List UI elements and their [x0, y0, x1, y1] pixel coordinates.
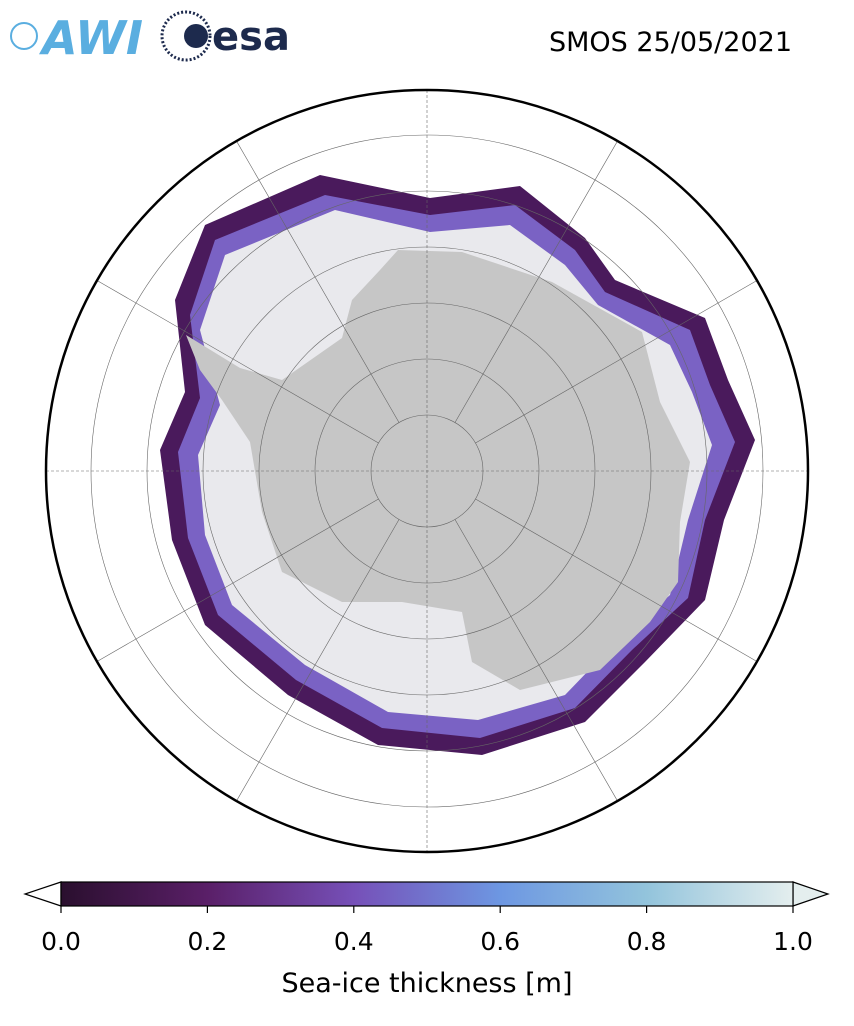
colorbar-tick-label: 0.0	[41, 927, 81, 956]
meridian	[236, 140, 400, 423]
esa-logo-text: esa	[212, 14, 290, 60]
colorbar-tick-label: 0.6	[480, 927, 520, 956]
meridian	[96, 280, 379, 444]
meridian	[454, 140, 618, 423]
colorbar-tick-label: 0.2	[188, 927, 228, 956]
awi-logo: AWI	[10, 11, 143, 65]
colorbar: 0.0 0.2 0.4 0.6 0.8 1.0 Sea-ice thickness [m]	[23, 881, 830, 999]
meridian	[236, 519, 400, 802]
map	[46, 90, 808, 852]
meridian	[475, 280, 758, 444]
graticule	[46, 90, 808, 852]
map-boundary	[44, 88, 810, 854]
meridian	[454, 519, 618, 802]
colorbar-tick-label: 0.8	[627, 927, 667, 956]
meridian	[475, 498, 758, 662]
antarctica	[186, 250, 690, 690]
colorbar-tick-label: 1.0	[773, 927, 813, 956]
awi-logo-text: AWI	[39, 11, 143, 65]
colorbar-label: Sea-ice thickness [m]	[281, 968, 572, 999]
map-title: SMOS 25/05/2021	[549, 27, 792, 58]
esa-logo: esa	[160, 10, 290, 62]
colorbar-ramp	[60, 881, 794, 907]
colorbar-tick-label: 0.4	[334, 927, 374, 956]
meridian	[96, 498, 379, 662]
